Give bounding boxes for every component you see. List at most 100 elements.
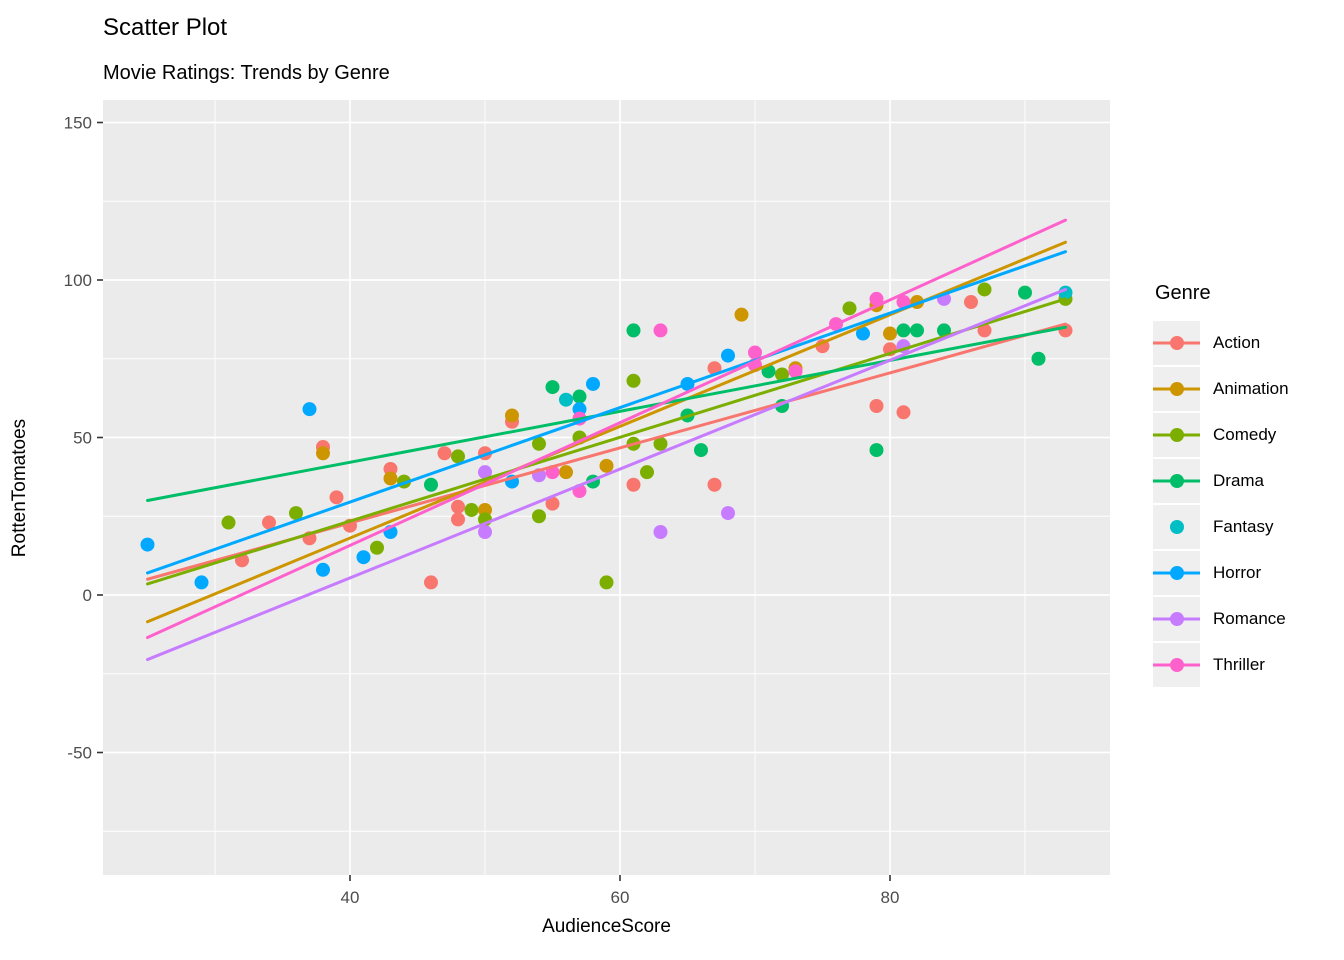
legend-key-swatch — [1153, 597, 1200, 641]
data-point-romance — [653, 525, 668, 539]
Comedy — [146, 297, 1067, 586]
data-point-animation — [883, 326, 897, 341]
legend-point-icon — [1169, 520, 1184, 534]
legend-rows: Action Animation Comedy Drama Fantasy Horror R… — [1153, 321, 1289, 687]
legend-point-icon — [1169, 336, 1184, 350]
x-tick-label: 40 — [341, 888, 360, 907]
data-point-action — [424, 575, 438, 590]
data-point-romance — [721, 506, 735, 521]
data-point-animation — [316, 446, 330, 461]
data-point-drama — [910, 323, 924, 338]
data-point-comedy — [640, 465, 654, 480]
data-point-action — [329, 490, 344, 505]
data-point-thriller — [788, 364, 803, 379]
legend-item-fantasy: Fantasy — [1153, 505, 1289, 549]
data-point-fantasy — [559, 392, 573, 407]
data-point-horror — [856, 326, 870, 341]
data-point-drama — [1031, 351, 1046, 366]
data-point-animation — [559, 465, 573, 480]
data-point-drama — [626, 323, 641, 338]
Horror — [146, 250, 1067, 575]
data-point-animation — [734, 307, 749, 322]
legend-item-romance: Romance — [1153, 597, 1289, 641]
data-point-horror — [316, 562, 330, 577]
x-tick-label: 60 — [611, 888, 630, 907]
legend-item-drama: Drama — [1153, 459, 1289, 503]
data-point-romance — [478, 465, 492, 480]
legend-point-icon — [1169, 612, 1184, 626]
data-point-animation — [599, 458, 614, 473]
legend-item-thriller: Thriller — [1153, 643, 1289, 687]
legend-point-icon — [1169, 428, 1184, 442]
legend-item-horror: Horror — [1153, 551, 1289, 595]
legend: Genre Action Animation Comedy Drama Fantasy H… — [1153, 282, 1289, 689]
legend-key-swatch — [1153, 367, 1200, 411]
legend-point-icon — [1169, 566, 1184, 580]
legend-item-comedy: Comedy — [1153, 413, 1289, 457]
data-point-horror — [194, 575, 209, 590]
data-point-fantasy — [1058, 285, 1073, 300]
x-axis-title: AudienceScore — [542, 916, 671, 937]
legend-label: Horror — [1213, 563, 1262, 582]
data-point-action — [964, 295, 978, 310]
data-point-drama — [545, 380, 560, 395]
legend-label: Drama — [1213, 471, 1265, 490]
plot-panel — [103, 100, 1110, 875]
data-point-drama — [937, 323, 951, 338]
data-point-horror — [586, 376, 600, 391]
data-point-action — [451, 499, 465, 514]
data-point-drama — [1018, 285, 1032, 300]
legend-label: Action — [1213, 333, 1261, 352]
data-point-action — [262, 515, 276, 530]
chart-subtitle: Movie Ratings: Trends by Genre — [103, 62, 390, 84]
legend-label: Romance — [1213, 609, 1286, 628]
data-point-drama — [694, 443, 708, 458]
data-point-comedy — [532, 436, 546, 451]
Romance — [146, 287, 1067, 662]
legend-point-icon — [1169, 474, 1184, 488]
data-point-drama — [424, 477, 438, 492]
data-point-horror — [140, 537, 155, 552]
legend-point-icon — [1169, 658, 1184, 672]
data-point-drama — [869, 443, 884, 458]
Thriller — [146, 218, 1067, 640]
data-point-comedy — [775, 367, 789, 382]
data-point-animation — [505, 408, 519, 423]
data-point-action — [437, 446, 452, 461]
y-tick-label: -50 — [67, 744, 92, 763]
legend-title: Genre — [1155, 282, 1211, 304]
legend-key-swatch — [1153, 551, 1200, 595]
legend-label: Fantasy — [1213, 517, 1274, 536]
legend-key-swatch — [1153, 413, 1200, 457]
data-point-thriller — [653, 323, 668, 338]
data-point-action — [545, 496, 560, 511]
data-point-comedy — [626, 373, 641, 388]
data-point-comedy — [532, 509, 546, 524]
legend-label: Thriller — [1213, 655, 1265, 674]
data-point-thriller — [748, 345, 762, 360]
data-point-drama — [572, 389, 587, 404]
data-point-action — [977, 323, 992, 338]
data-point-comedy — [370, 540, 384, 555]
legend-key-swatch — [1153, 643, 1200, 687]
data-point-horror — [356, 550, 371, 565]
data-point-comedy — [599, 575, 614, 590]
data-point-romance — [478, 525, 492, 539]
data-point-comedy — [653, 436, 668, 451]
data-point-comedy — [464, 502, 479, 517]
data-point-drama — [896, 323, 911, 338]
data-point-horror — [721, 348, 735, 363]
data-point-animation — [383, 471, 398, 486]
data-point-comedy — [451, 449, 465, 464]
data-point-action — [869, 399, 884, 413]
legend-item-animation: Animation — [1153, 367, 1289, 411]
data-point-thriller — [869, 291, 884, 306]
legend-point-icon — [1169, 382, 1184, 396]
legend-key-swatch — [1153, 321, 1200, 365]
y-tick-label: 150 — [64, 114, 92, 133]
y-tick-label: 50 — [73, 429, 92, 448]
data-point-comedy — [977, 282, 992, 297]
legend-label: Animation — [1213, 379, 1289, 398]
data-point-comedy — [842, 301, 857, 316]
